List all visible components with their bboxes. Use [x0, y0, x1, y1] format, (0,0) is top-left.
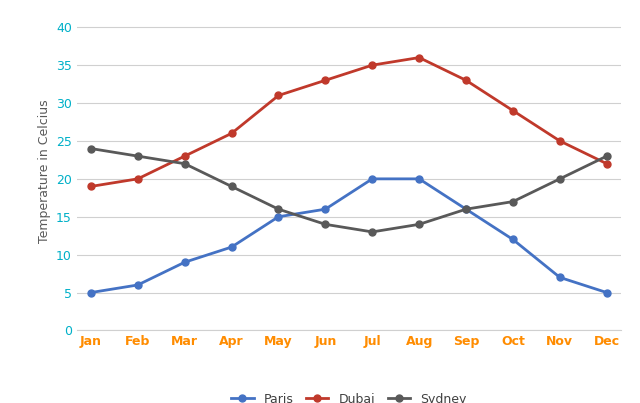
- Paris: [462, 207, 470, 212]
- Sydney: [415, 222, 423, 227]
- Legend: Paris, Dubai, Sydney: Paris, Dubai, Sydney: [226, 388, 472, 403]
- Line: Sydney: Sydney: [88, 145, 610, 235]
- Dubai: [462, 78, 470, 83]
- Dubai: [509, 108, 516, 113]
- Dubai: [134, 177, 141, 181]
- Paris: [415, 177, 423, 181]
- Dubai: [369, 63, 376, 68]
- Sydney: [509, 199, 516, 204]
- Sydney: [181, 161, 189, 166]
- Dubai: [556, 139, 564, 143]
- Paris: [509, 237, 516, 242]
- Dubai: [603, 161, 611, 166]
- Sydney: [275, 207, 282, 212]
- Sydney: [321, 222, 329, 227]
- Dubai: [321, 78, 329, 83]
- Y-axis label: Temperature in Celcius: Temperature in Celcius: [38, 100, 51, 243]
- Line: Paris: Paris: [88, 175, 610, 296]
- Sydney: [369, 229, 376, 234]
- Sydney: [603, 154, 611, 158]
- Sydney: [556, 177, 564, 181]
- Paris: [369, 177, 376, 181]
- Dubai: [275, 93, 282, 98]
- Line: Dubai: Dubai: [88, 54, 610, 190]
- Dubai: [415, 55, 423, 60]
- Dubai: [181, 154, 189, 158]
- Dubai: [87, 184, 95, 189]
- Paris: [181, 260, 189, 265]
- Paris: [603, 290, 611, 295]
- Sydney: [462, 207, 470, 212]
- Sydney: [87, 146, 95, 151]
- Paris: [228, 245, 236, 249]
- Paris: [556, 275, 564, 280]
- Paris: [134, 283, 141, 287]
- Sydney: [134, 154, 141, 158]
- Sydney: [228, 184, 236, 189]
- Paris: [87, 290, 95, 295]
- Dubai: [228, 131, 236, 136]
- Paris: [275, 214, 282, 219]
- Paris: [321, 207, 329, 212]
